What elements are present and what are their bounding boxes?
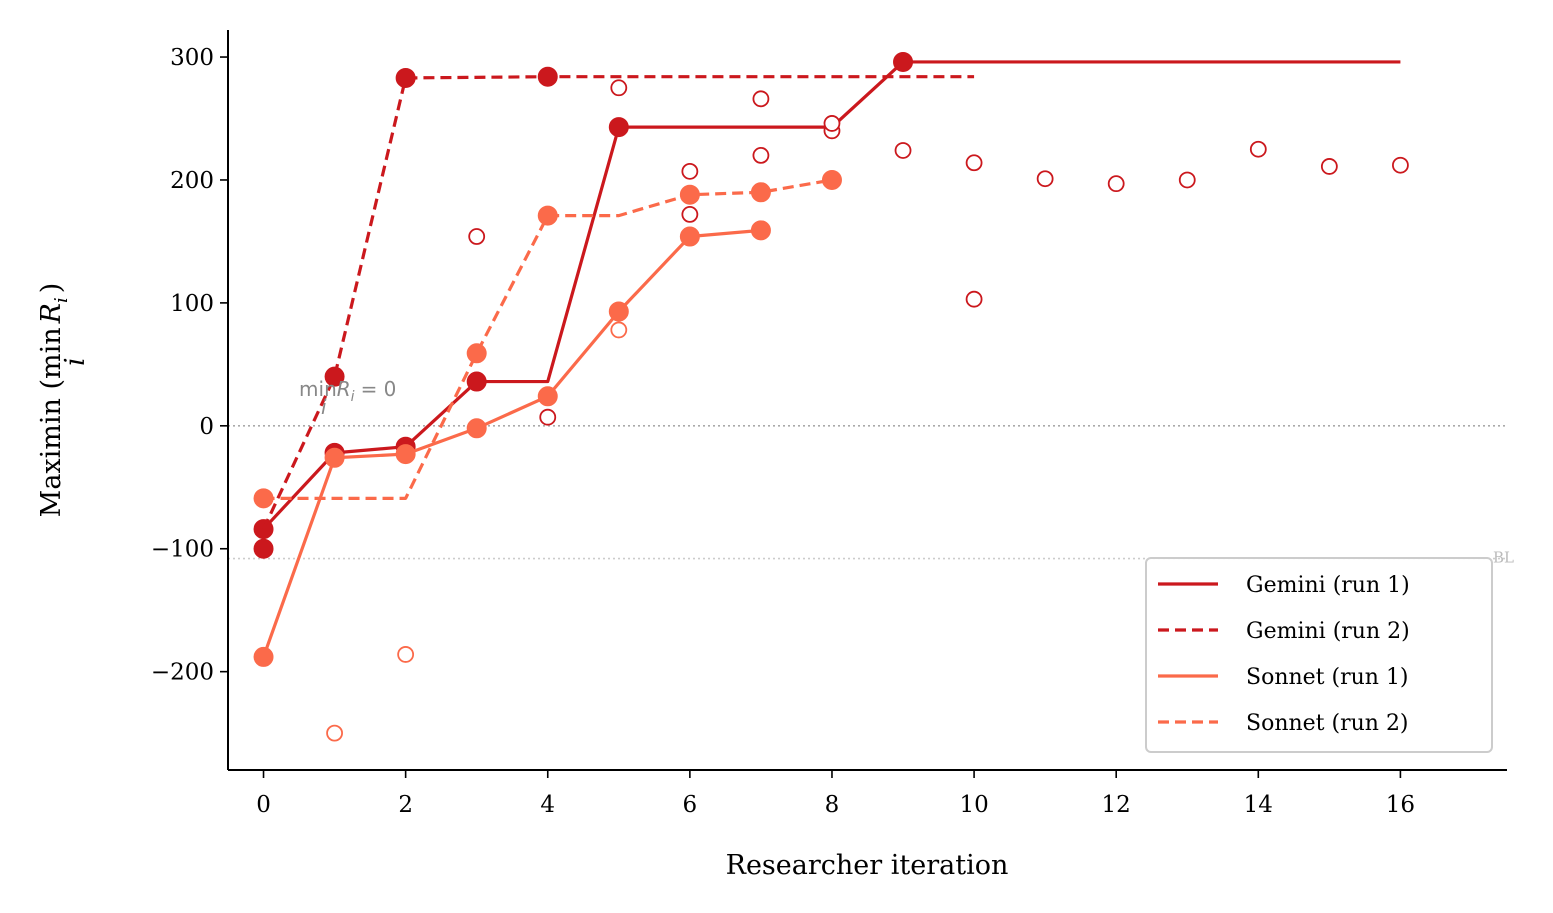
candidate-point [965,154,983,172]
x-tick-label: 16 [1386,792,1415,818]
candidate-point [1036,170,1054,188]
legend: Gemini (run 1) Gemini (run 2) Sonnet (run … [1145,557,1493,753]
best-point [750,220,771,241]
y-tick-label: 100 [170,291,214,317]
best-point [466,371,487,392]
best-point [537,205,558,226]
y-tick-label: 300 [170,45,214,71]
x-tick-label: 6 [683,792,698,818]
best-point [395,444,416,465]
candidate-point [610,79,628,97]
legend-label: Gemini (run 2) [1246,619,1410,644]
candidate-point [1107,175,1125,193]
series-sonnet-run-1 [253,220,771,742]
series-line [262,75,975,530]
y-axis-label-under: i [60,357,91,366]
plot-area [253,51,1409,742]
candidate-point [894,142,912,159]
x-tick-label: 14 [1244,792,1273,818]
legend-label: Sonnet (run 2) [1246,711,1409,736]
candidate-point [752,146,770,164]
best-point [253,646,274,667]
y-tick-label: −200 [151,660,214,686]
best-point [395,67,416,88]
y-axis-label: Maximin (minRi) i [36,283,91,518]
zero-line-label-under: i [321,395,327,419]
y-tick-label: 0 [199,414,214,440]
legend-label: Sonnet (run 1) [1246,665,1409,690]
best-point [679,226,700,247]
axes [227,30,1507,771]
best-point [466,343,487,364]
series-line [262,228,762,658]
best-point [253,488,274,509]
x-tick-label: 10 [959,792,988,818]
candidate-point [823,115,841,132]
best-point [608,117,629,138]
x-axis-label: Researcher iteration [726,850,1009,881]
best-point [253,538,274,559]
series-gemini-run-1 [253,51,1409,559]
candidate-point [326,724,343,742]
series-gemini-run-2 [262,66,975,530]
svg-text:Maximin (minRi): Maximin (minRi) [36,283,72,518]
x-tick-label: 4 [540,792,555,818]
best-point [324,366,345,387]
series-line [263,178,833,500]
x-tick-label: 0 [256,792,271,818]
legend-label: Gemini (run 1) [1246,573,1410,598]
candidate-point [468,228,486,245]
legend-box [1145,557,1493,753]
candidate-point [1249,140,1267,158]
annotations: minRi = 0i BL [299,377,1514,567]
x-tick-label: 8 [825,792,840,818]
candidate-point [1178,171,1196,189]
series-line [261,60,1401,549]
candidate-point [1320,158,1338,175]
best-point [821,169,842,190]
best-point [893,51,914,72]
y-tick-label: 200 [170,168,214,194]
baseline-label: BL [1493,549,1514,567]
zero-line-label: minRi = 0 [299,377,396,405]
best-point [537,66,558,87]
ticks: 0 2 4 6 8 10 12 14 16 −200 −100 0 100 200 300 [151,45,1415,818]
best-point [679,184,700,205]
best-point [466,418,487,439]
best-point [324,447,345,468]
best-point [608,301,629,322]
series-sonnet-run-2 [253,169,842,663]
candidate-point [752,90,770,108]
candidate-point [397,646,415,663]
candidate-point [681,205,699,223]
candidate-point [681,162,699,180]
x-tick-label: 2 [398,792,413,818]
best-point [750,182,771,203]
candidate-point [1392,156,1409,174]
x-tick-label: 12 [1102,792,1131,818]
candidate-point [610,321,628,339]
y-tick-label: −100 [151,537,214,563]
candidate-point [965,290,983,308]
candidate-point [539,408,557,426]
best-point [537,386,558,407]
reference-lines [228,425,1507,560]
